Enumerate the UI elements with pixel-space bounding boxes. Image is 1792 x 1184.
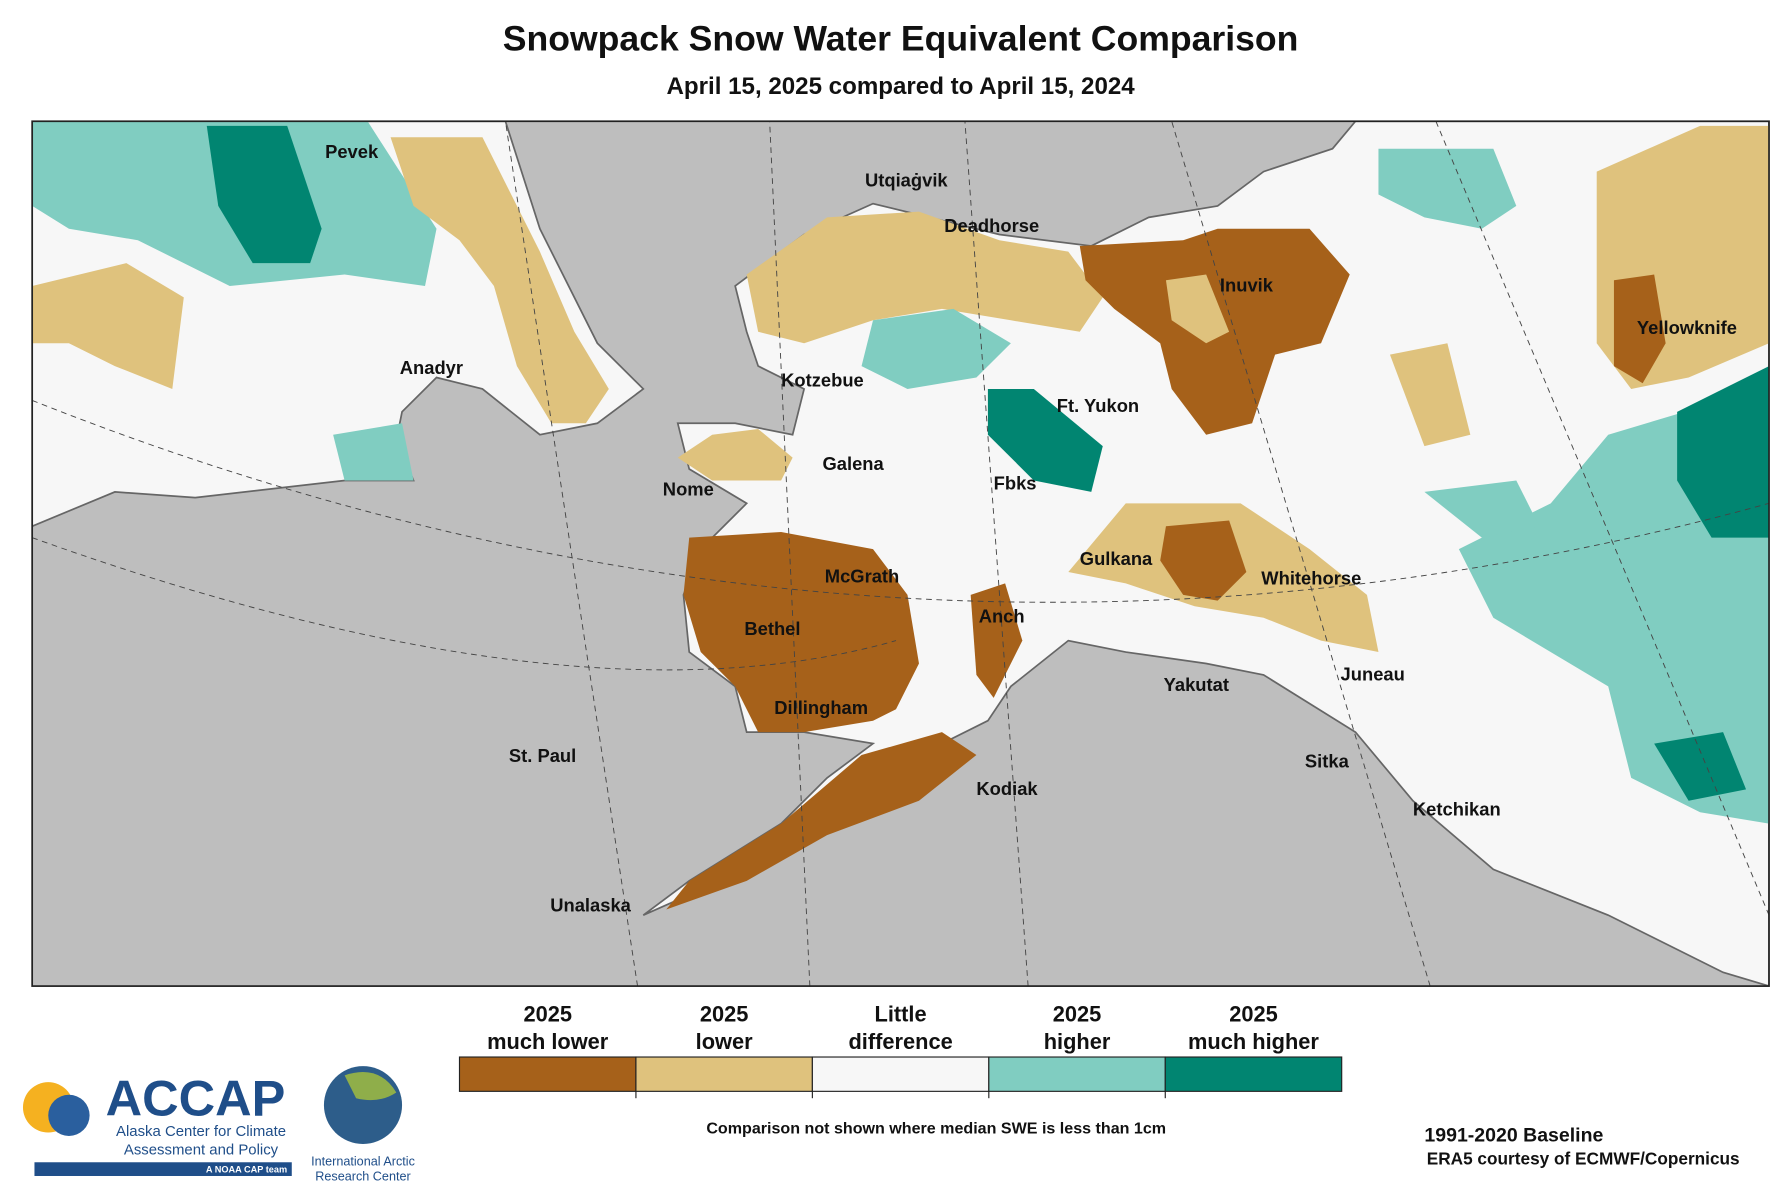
anomaly-area — [32, 263, 184, 389]
legend-swatch — [1164, 1056, 1343, 1092]
logo-bar — [34, 1162, 292, 1176]
accap-logo: ACCAP Alaska Center for Climate Assessme… — [22, 1069, 292, 1176]
legend-swatch — [988, 1056, 1166, 1092]
place-label: Bethel — [744, 618, 800, 639]
anomaly-area — [1378, 148, 1517, 229]
place-label: Juneau — [1341, 664, 1405, 685]
map-frame — [31, 120, 1770, 987]
logo-name: ACCAP — [106, 1069, 286, 1126]
anomaly-area — [1160, 520, 1247, 601]
anomaly-area — [1613, 274, 1666, 384]
place-label: Gulkana — [1080, 548, 1153, 569]
iarc-logo: International Arctic Research Center — [311, 1066, 415, 1184]
legend-label: 2025 — [1229, 1002, 1278, 1027]
graticule — [32, 121, 1770, 987]
legend-label: difference — [848, 1029, 952, 1054]
legend-swatch — [635, 1056, 813, 1092]
place-label: Galena — [822, 453, 884, 474]
anomaly-area — [987, 388, 1103, 492]
legend-label: higher — [1044, 1029, 1111, 1054]
place-label: Pevek — [325, 141, 379, 162]
legend-label: much lower — [487, 1029, 609, 1054]
anomaly-area — [970, 583, 1023, 698]
anomaly-area — [746, 211, 1103, 344]
anomaly-area — [1389, 343, 1471, 447]
swe-anomaly-areas — [32, 121, 1770, 910]
place-label: Ketchikan — [1413, 799, 1501, 820]
anomaly-area — [677, 428, 793, 481]
place-label: Kodiak — [976, 778, 1038, 799]
legend-label: 2025 — [523, 1002, 572, 1027]
anomaly-area — [1677, 366, 1770, 538]
legend-label: much higher — [1188, 1029, 1319, 1054]
anomaly-area — [1654, 732, 1747, 801]
logo-text: Research Center — [315, 1170, 410, 1184]
map: Pevek Utqiaġvik Deadhorse Inuvik Yellowk… — [31, 120, 1770, 987]
subtitle: April 15, 2025 compared to April 15, 202… — [667, 73, 1136, 100]
anomaly-area — [206, 125, 322, 264]
legend-label: Little — [875, 1002, 927, 1027]
place-label: Unalaska — [550, 895, 631, 916]
logo-tag: A NOAA CAP team — [206, 1165, 287, 1175]
logo-snowflake — [48, 1094, 90, 1136]
anomaly-area — [861, 308, 1011, 389]
place-labels: Pevek Utqiaġvik Deadhorse Inuvik Yellowk… — [325, 141, 1737, 916]
legend-swatch — [811, 1056, 990, 1092]
place-label: Ft. Yukon — [1057, 395, 1139, 416]
place-label: St. Paul — [509, 745, 576, 766]
place-label: Anch — [979, 605, 1025, 626]
legend-swatch — [458, 1056, 637, 1092]
anomaly-area — [1165, 274, 1230, 344]
logo-land — [344, 1072, 397, 1101]
place-label: Whitehorse — [1261, 568, 1361, 589]
place-label: Anadyr — [400, 357, 463, 378]
place-label: Yakutat — [1164, 674, 1229, 695]
place-label: McGrath — [825, 565, 899, 586]
place-label: Utqiaġvik — [865, 170, 948, 191]
footnote: Comparison not shown where median SWE is… — [706, 1120, 1166, 1138]
anomaly-area — [1424, 480, 1540, 538]
place-label: Nome — [663, 478, 714, 499]
logo-text: International Arctic — [311, 1155, 415, 1169]
place-label: Inuvik — [1220, 275, 1274, 296]
place-label: Deadhorse — [944, 215, 1039, 236]
place-label: Dillingham — [774, 697, 868, 718]
logo-subtitle: Alaska Center for Climate — [116, 1124, 286, 1140]
anomaly-area — [333, 423, 414, 481]
anomaly-area — [390, 137, 609, 424]
place-label: Fbks — [994, 473, 1037, 494]
anomaly-area — [666, 732, 977, 910]
logo-subtitle: Assessment and Policy — [124, 1142, 279, 1158]
place-label: Sitka — [1305, 751, 1350, 772]
anomaly-area — [683, 531, 919, 733]
legend-label: 2025 — [1053, 1002, 1102, 1027]
legend-label: lower — [696, 1029, 753, 1054]
place-label: Kotzebue — [781, 370, 864, 391]
baseline: 1991-2020 Baseline — [1424, 1125, 1603, 1147]
source-credit: ERA5 courtesy of ECMWF/Copernicus — [1427, 1149, 1740, 1169]
place-label: Yellowknife — [1637, 317, 1737, 338]
legend-label: 2025 — [700, 1002, 749, 1027]
title: Snowpack Snow Water Equivalent Compariso… — [503, 18, 1299, 58]
